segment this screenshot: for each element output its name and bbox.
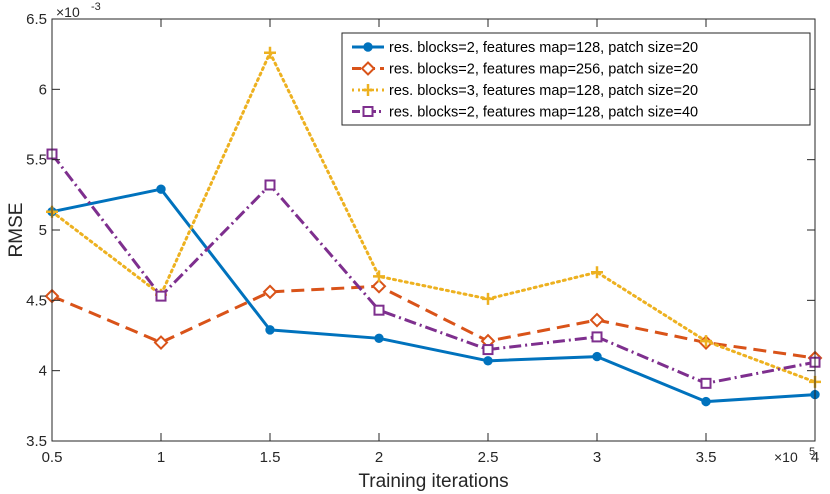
data-point	[589, 312, 605, 328]
data-point	[701, 396, 711, 407]
legend-marker	[360, 61, 376, 76]
series-1	[47, 184, 820, 407]
data-point	[482, 344, 494, 356]
axes-layer: 0.5 1 1.5 2 2.5 3 3.5 4 3.5 4 4.5 5 5.5 6 6.5	[26, 11, 819, 466]
data-point	[373, 304, 385, 316]
legend: res. blocks=2, features map=128, patch s…	[341, 32, 811, 126]
legend-marker	[363, 42, 373, 52]
legend-item-3: res. blocks=3, features map=128, patch s…	[352, 83, 698, 99]
x-exponent-power: 5	[809, 446, 815, 458]
data-point	[591, 331, 603, 343]
x-tick-label: 3	[593, 449, 601, 466]
series-line	[51, 187, 816, 404]
series-line	[50, 51, 817, 384]
y-axis-label: RMSE	[6, 203, 27, 258]
y-tick-label: 5.5	[26, 152, 47, 169]
x-tick-label: 2	[375, 449, 383, 466]
data-point	[700, 335, 712, 348]
data-point	[262, 284, 278, 300]
y-tick-label: 6.5	[26, 11, 47, 28]
legend-marker	[362, 106, 374, 117]
legend-label: res. blocks=2, features map=128, patch s…	[389, 40, 698, 56]
data-point	[155, 290, 167, 302]
legend-label: res. blocks=2, features map=128, patch s…	[389, 105, 698, 121]
legend-label: res. blocks=2, features map=256, patch s…	[389, 62, 698, 78]
series-line	[51, 284, 816, 360]
y-tick-label: 5	[39, 222, 47, 239]
y-axis-exponent: ×10 -3	[56, 1, 101, 20]
x-axis-exponent: ×10 5	[774, 446, 815, 465]
data-point	[482, 292, 494, 305]
data-point	[156, 184, 166, 194]
data-point	[264, 46, 276, 59]
data-point	[373, 270, 385, 283]
y-exponent-base: ×10	[56, 4, 80, 20]
legend-marker	[362, 84, 374, 96]
legend-item-2: res. blocks=2, features map=256, patch s…	[352, 61, 698, 78]
data-point	[264, 179, 276, 191]
legend-label: res. blocks=3, features map=128, patch s…	[389, 83, 698, 99]
data-point	[483, 356, 493, 366]
x-tick-label: 1	[157, 449, 165, 466]
x-axis-label: Training iterations	[358, 471, 508, 492]
y-exponent-power: -3	[91, 1, 101, 13]
data-point	[700, 377, 712, 389]
legend-box	[341, 32, 811, 126]
x-tick-label: 0.5	[42, 449, 63, 466]
legend-item-4: res. blocks=2, features map=128, patch s…	[352, 105, 698, 121]
x-tick-label: 2.5	[478, 449, 499, 466]
x-tick-label: 3.5	[696, 449, 717, 466]
data-point	[153, 335, 169, 350]
x-tick-label: 4	[811, 449, 819, 466]
data-point	[592, 351, 602, 362]
data-point	[374, 333, 384, 344]
x-tick-label: 1.5	[260, 449, 281, 466]
x-exponent-base: ×10	[774, 449, 798, 465]
data-point	[371, 278, 387, 294]
series-line	[50, 153, 816, 385]
y-tick-label: 4.5	[26, 292, 47, 309]
series-layer	[44, 46, 823, 407]
y-tick-label: 4	[39, 363, 47, 380]
y-tick-label: 6	[39, 81, 47, 98]
legend-item-1: res. blocks=2, features map=128, patch s…	[352, 40, 698, 56]
data-point	[591, 266, 603, 279]
y-tick-label: 3.5	[26, 433, 47, 450]
data-point	[265, 325, 275, 335]
